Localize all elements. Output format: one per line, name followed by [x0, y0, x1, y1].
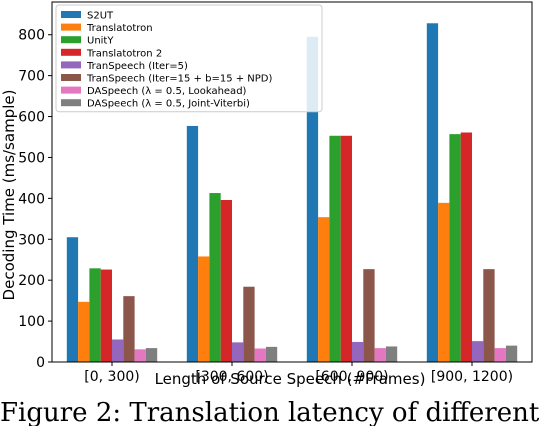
- bar: [449, 134, 461, 362]
- legend-label: S2UT: [87, 11, 114, 22]
- bar: [363, 269, 375, 362]
- legend-label: UnitY: [87, 36, 114, 47]
- bar: [340, 135, 352, 362]
- legend-label: DASpeech (λ = 0.5, Joint-Viterbi): [87, 99, 250, 110]
- legend-label: DASpeech (λ = 0.5, Lookahead): [87, 86, 247, 97]
- bar: [265, 346, 278, 362]
- bar: [134, 349, 146, 362]
- legend-swatch: [61, 48, 81, 56]
- x-axis-label: Length of Source Speech (#Frames): [155, 370, 426, 388]
- axes: 0 100 200 300 400 500 600 700 800 [0, 300) [300, 6…: [18, 1, 533, 385]
- y-tick-label: 800: [18, 28, 45, 44]
- bar: [243, 286, 255, 362]
- bar: [385, 346, 398, 362]
- legend-label: Translatotron 2: [86, 48, 162, 59]
- legend-swatch: [61, 36, 81, 44]
- bar: [254, 348, 266, 362]
- y-axis-label: Decoding Time (ms/sample): [0, 90, 18, 301]
- y-tick-label: 500: [18, 150, 45, 166]
- bar: [78, 301, 90, 362]
- legend-label: TranSpeech (Iter=5): [86, 61, 188, 72]
- legend-swatch: [61, 86, 81, 94]
- bar: [483, 269, 495, 362]
- figure-caption: Figure 2: Translation latency of differe…: [0, 398, 540, 426]
- bar: [426, 23, 439, 363]
- bar: [220, 200, 232, 362]
- bars: [66, 23, 518, 363]
- bar: [112, 339, 124, 362]
- legend-swatch: [61, 23, 81, 31]
- x-tick-label: [0, 300): [84, 369, 139, 385]
- x-tick-label: [300, 600): [195, 369, 268, 385]
- bar: [123, 296, 135, 362]
- y-tick-label: 700: [18, 69, 45, 85]
- bar: [232, 342, 244, 362]
- bar: [209, 193, 221, 362]
- y-tick-label: 200: [18, 273, 45, 289]
- x-tick-label: [600, 900): [315, 369, 388, 385]
- bar-chart: 0 100 200 300 400 500 600 700 800 [0, 300) [300, 6…: [0, 1, 533, 388]
- y-tick-label: 100: [18, 314, 45, 330]
- legend-swatch: [61, 99, 81, 107]
- legend-box: [55, 4, 323, 113]
- bar: [198, 256, 210, 362]
- bar: [89, 268, 101, 362]
- bar: [318, 217, 330, 362]
- bar: [472, 341, 484, 362]
- bar: [438, 202, 450, 362]
- x-tick-label: [900, 1200): [431, 369, 513, 385]
- y-tick-label: 400: [18, 191, 45, 207]
- plot-frame: [51, 1, 533, 363]
- bar: [100, 269, 112, 362]
- bar: [352, 341, 364, 362]
- legend-label: TranSpeech (Iter=15 + b=15 + NPD): [86, 74, 273, 85]
- legend-label: Translatotron: [86, 23, 153, 34]
- y-tick-label: 600: [18, 110, 45, 126]
- y-tick-label: 0: [36, 355, 45, 371]
- y-tick-label: 300: [18, 232, 45, 248]
- legend-swatch: [61, 74, 81, 81]
- bar: [306, 36, 319, 363]
- bar: [186, 125, 199, 362]
- bar: [374, 348, 386, 362]
- legend-swatch: [61, 61, 81, 69]
- bar: [460, 132, 472, 362]
- legend-swatch: [61, 11, 81, 18]
- bar: [145, 348, 158, 362]
- bar: [329, 135, 341, 362]
- bar: [505, 345, 518, 362]
- bar: [66, 237, 79, 362]
- bar: [494, 348, 506, 362]
